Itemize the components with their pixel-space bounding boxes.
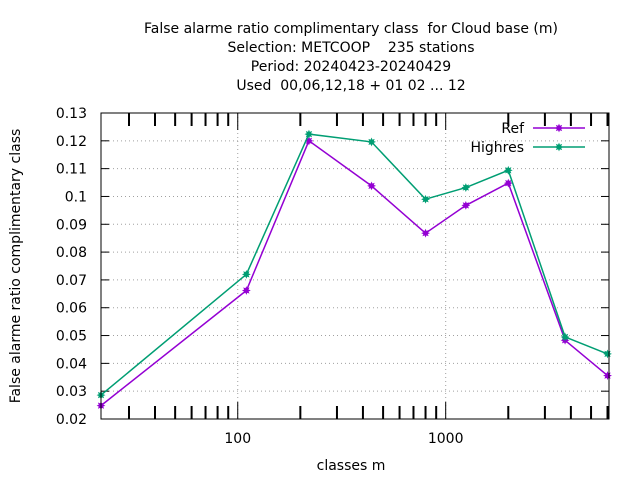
y-axis-ticks: 0.02 0.03 0.04 0.05 0.06 0.07 0.08 0.09 0.1 0.11 0… [56, 106, 609, 428]
x-axis-ticks: 100 1000 [128, 113, 609, 447]
data-point-ref [367, 181, 376, 191]
x-tick-label: 100 [224, 431, 251, 447]
title-line: Period: 20240423-20240429 [251, 59, 451, 75]
data-point-highres [503, 165, 513, 175]
x-tick-label: 1000 [428, 431, 464, 447]
y-axis-label: False alarme ratio complimentary class [8, 129, 24, 404]
title-line: False alarme ratio complimentary class f… [144, 21, 558, 37]
series-line-ref [100, 139, 608, 407]
y-tick-label: 0.06 [56, 301, 87, 317]
data-point-highres [421, 194, 430, 204]
data-point-highres [367, 137, 376, 147]
y-tick-label: 0.03 [56, 384, 87, 400]
legend-marker [554, 123, 564, 133]
y-tick-label: 0.09 [56, 217, 87, 233]
y-tick-label: 0.04 [56, 356, 87, 372]
legend-label: Ref [501, 121, 525, 137]
data-point-highres [461, 183, 471, 192]
title-line: Used 00,06,12,18 + 01 02 ... 12 [236, 78, 465, 94]
y-tick-label: 0.13 [56, 106, 87, 122]
legend-label: Highres [470, 140, 524, 156]
data-point-ref [461, 200, 471, 210]
legend-marker [554, 142, 564, 152]
data-point-highres [560, 332, 570, 342]
y-tick-label: 0.08 [56, 245, 87, 261]
data-point-ref [241, 286, 251, 295]
data-point-highres [241, 269, 251, 279]
data-point-highres [304, 129, 314, 139]
chart-title: False alarme ratio complimentary class f… [144, 21, 558, 94]
x-axis-label: classes m [317, 458, 386, 474]
y-tick-label: 0.1 [65, 189, 87, 205]
grid [101, 113, 609, 419]
y-tick-label: 0.12 [56, 134, 87, 150]
y-tick-label: 0.11 [56, 162, 87, 178]
y-tick-label: 0.07 [56, 273, 87, 289]
legend: Ref Highres [470, 121, 585, 156]
data-point-ref [503, 178, 513, 188]
y-tick-label: 0.02 [56, 412, 87, 428]
data-point-highres [603, 349, 612, 359]
y-tick-label: 0.05 [56, 329, 87, 345]
data-point-ref [603, 371, 612, 381]
title-line: Selection: METCOOP 235 stations [227, 40, 474, 56]
plot-frame [100, 112, 610, 420]
series [96, 129, 612, 411]
data-point-ref [421, 228, 430, 238]
